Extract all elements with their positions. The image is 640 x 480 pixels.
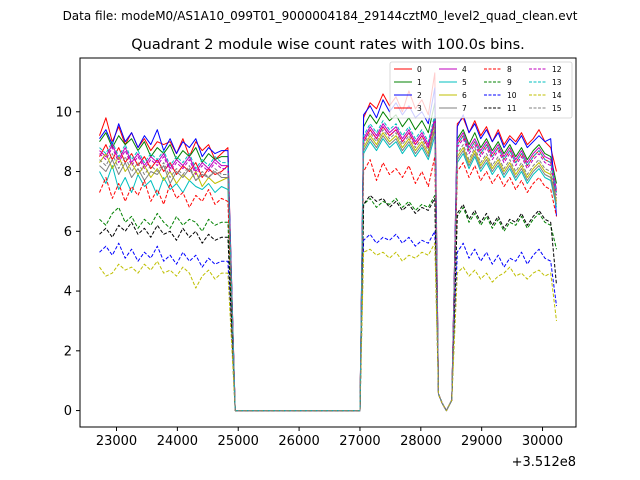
x-tick-label: 29000 [461, 434, 502, 449]
y-tick-label: 8 [64, 165, 72, 180]
x-tick-label: 27000 [339, 434, 380, 449]
data-file-suptitle: Data file: modeM0/AS1A10_099T01_90000041… [63, 9, 578, 23]
legend-label: 12 [552, 65, 562, 74]
series-line-6 [99, 126, 557, 412]
legend-label: 2 [417, 91, 422, 100]
legend-label: 3 [417, 104, 422, 113]
series-line-13 [99, 114, 557, 412]
legend-label: 4 [462, 65, 467, 74]
legend-label: 5 [462, 78, 467, 87]
legend-label: 15 [552, 104, 562, 113]
x-tick-label: 28000 [400, 434, 441, 449]
series-line-14 [99, 242, 557, 412]
series-line-12 [99, 120, 557, 412]
legend-label: 14 [552, 91, 562, 100]
x-tick-label: 23000 [96, 434, 137, 449]
y-tick-label: 10 [55, 105, 72, 120]
series-line-5 [99, 135, 557, 412]
plot-lines-group [99, 72, 557, 412]
x-axis-ticks: 23000 24000 25000 26000 27000 28000 29000 30000 [96, 427, 563, 449]
chart-title: Quadrant 2 module wise count rates with … [131, 37, 525, 53]
series-line-3 [99, 120, 557, 412]
legend-label: 9 [507, 78, 512, 87]
legend-label: 1 [417, 78, 422, 87]
series-line-15 [99, 123, 557, 412]
series-line-9 [99, 194, 557, 412]
x-tick-label: 24000 [157, 434, 198, 449]
x-tick-label: 30000 [522, 434, 563, 449]
legend-label: 0 [417, 65, 422, 74]
legend-box [389, 61, 573, 119]
legend-label: 6 [462, 91, 467, 100]
series-line-2 [99, 87, 557, 412]
y-tick-label: 6 [64, 225, 72, 240]
x-tick-label: 26000 [278, 434, 319, 449]
legend-label: 10 [507, 91, 517, 100]
x-tick-label: 25000 [218, 434, 259, 449]
y-tick-label: 0 [64, 404, 72, 419]
axes-frame [79, 57, 577, 428]
series-line-8 [99, 156, 557, 412]
series-line-4 [99, 117, 557, 412]
y-tick-label: 4 [64, 285, 72, 300]
y-axis-ticks: 0 2 4 6 8 10 [55, 105, 80, 419]
legend-label: 7 [462, 104, 467, 113]
legend-label: 13 [552, 78, 562, 87]
x-axis-offset-label: +3.512e8 [512, 455, 576, 470]
series-line-10 [99, 230, 557, 412]
series-line-7 [99, 129, 557, 412]
series-line-0 [99, 72, 557, 412]
series-line-11 [99, 194, 557, 412]
legend-label: 8 [507, 65, 512, 74]
legend-label: 11 [507, 104, 517, 113]
y-tick-label: 2 [64, 344, 72, 359]
